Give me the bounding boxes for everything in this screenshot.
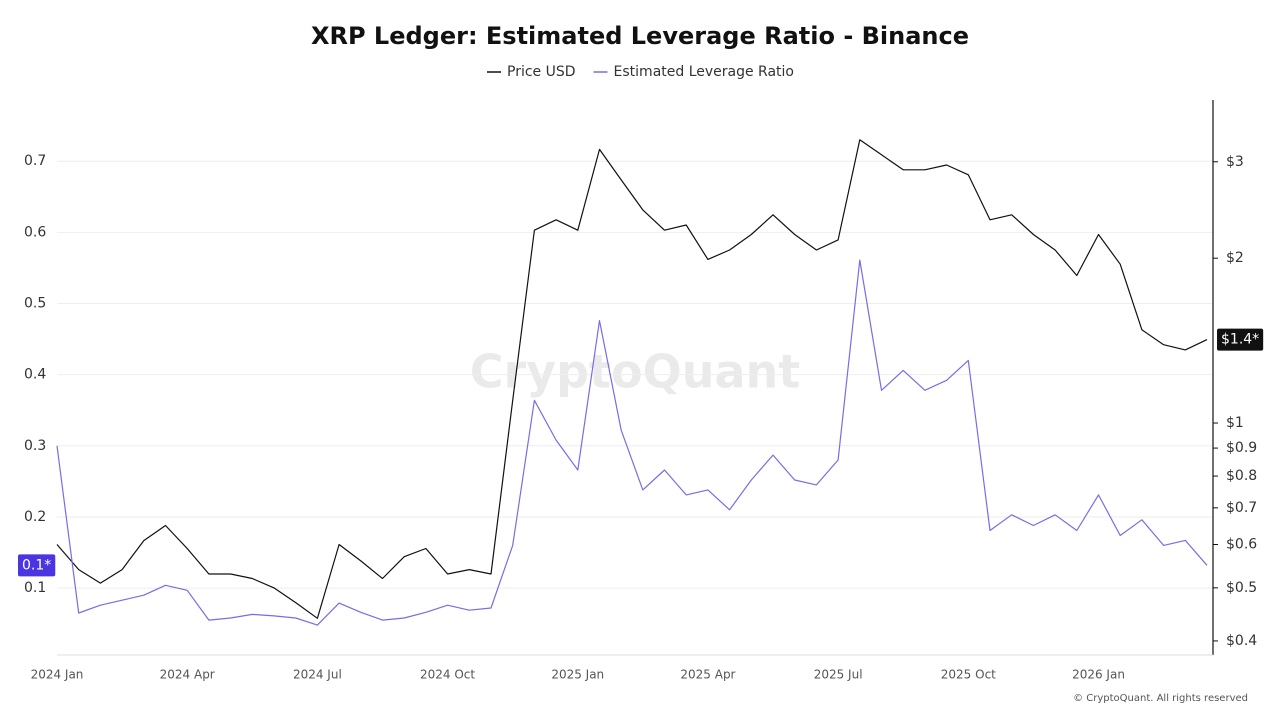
badge-bg bbox=[1217, 328, 1264, 351]
y2-tick-label: $3 bbox=[1226, 154, 1244, 170]
legend-label: Estimated Leverage Ratio bbox=[614, 64, 794, 80]
y-tick-label: 0.3 bbox=[24, 438, 46, 454]
value-badge: $1.4* bbox=[1217, 328, 1264, 351]
x-tick-label: 2024 Jul bbox=[293, 668, 342, 682]
y2-tick-label: $0.8 bbox=[1226, 468, 1257, 484]
badge-bg bbox=[18, 554, 56, 577]
y-tick-label: 0.7 bbox=[24, 153, 46, 169]
y2-tick-label: $2 bbox=[1226, 250, 1244, 266]
value-badge: 0.1* bbox=[18, 554, 56, 577]
x-tick-label: 2024 Oct bbox=[420, 668, 475, 682]
x-tick-label: 2026 Jan bbox=[1072, 668, 1125, 682]
y-tick-label: 0.2 bbox=[24, 509, 46, 525]
series-line bbox=[56, 259, 1208, 626]
legend: Price USD Estimated Leverage Ratio bbox=[487, 64, 794, 80]
chart-title: XRP Ledger: Estimated Leverage Ratio - B… bbox=[311, 22, 969, 50]
series-line bbox=[56, 139, 1208, 619]
credit: © CryptoQuant. All rights reserved bbox=[1073, 693, 1248, 704]
x-tick-label: 2024 Jan bbox=[31, 668, 84, 682]
y-tick-label: 0.4 bbox=[24, 367, 46, 383]
x-tick-label: 2025 Oct bbox=[941, 668, 996, 682]
watermark: CryptoQuant bbox=[470, 345, 801, 399]
badge-label: $1.4* bbox=[1221, 332, 1259, 348]
badge-label: 0.1* bbox=[22, 557, 51, 573]
y2-tick-label: $0.6 bbox=[1226, 536, 1257, 552]
y2-tick-label: $0.7 bbox=[1226, 500, 1257, 516]
y2-tick-label: $0.5 bbox=[1226, 580, 1257, 596]
y2-tick-label: $1 bbox=[1226, 415, 1244, 431]
y-tick-label: 0.5 bbox=[24, 296, 46, 312]
x-tick-label: 2024 Apr bbox=[160, 668, 215, 682]
x-tick-label: 2025 Jan bbox=[551, 668, 604, 682]
x-tick-label: 2025 Apr bbox=[680, 668, 735, 682]
y2-tick-label: $0.4 bbox=[1226, 633, 1257, 649]
y-tick-label: 0.6 bbox=[24, 224, 46, 240]
y-tick-label: 0.1 bbox=[24, 580, 46, 596]
legend-label: Price USD bbox=[507, 64, 576, 80]
x-tick-label: 2025 Jul bbox=[814, 668, 863, 682]
y2-tick-label: $0.9 bbox=[1226, 440, 1257, 456]
